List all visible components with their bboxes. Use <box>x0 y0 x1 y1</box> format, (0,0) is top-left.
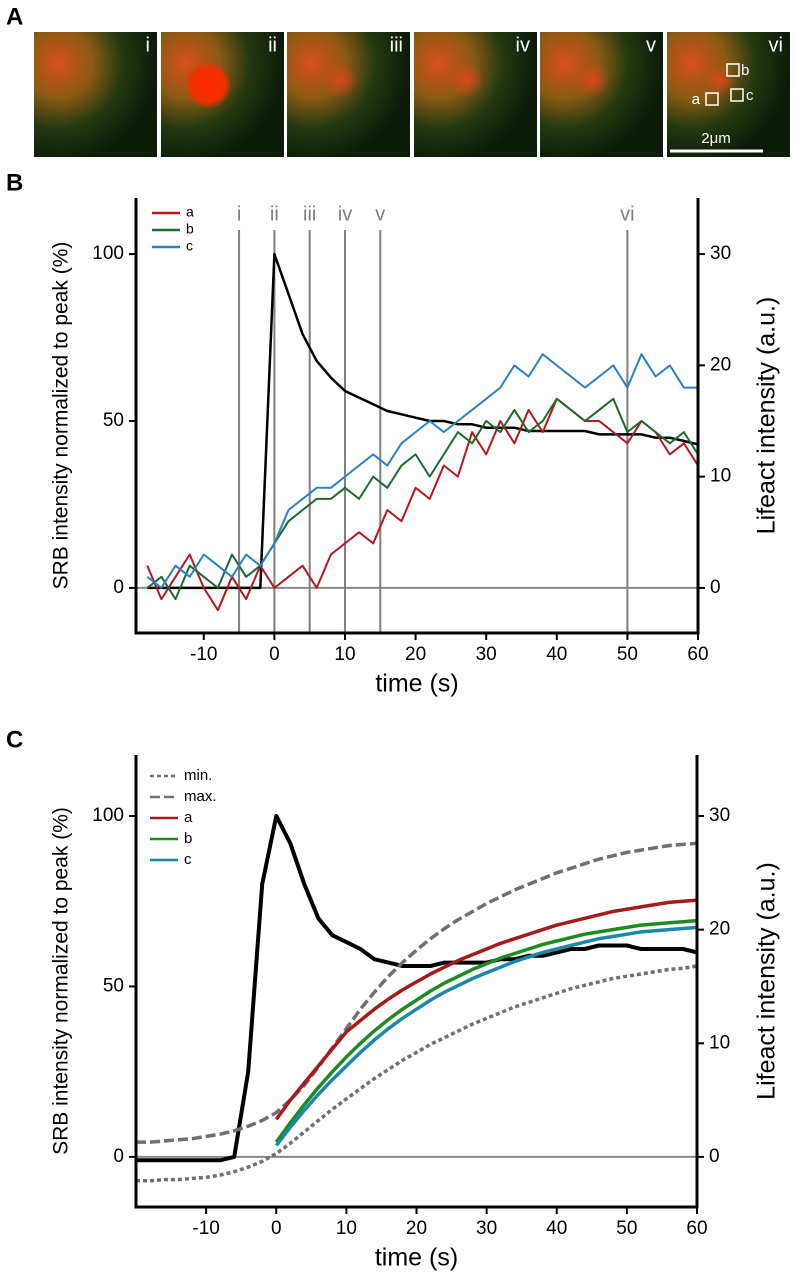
series-line <box>274 925 698 1147</box>
legend-label: min. <box>184 767 212 784</box>
marker-label: vi <box>620 203 634 225</box>
legend-label: c <box>186 238 193 254</box>
series-line <box>136 814 698 1163</box>
tile: iii <box>287 32 410 157</box>
marker-label: iii <box>303 203 316 225</box>
y-tick-label: 0 <box>113 1146 124 1167</box>
x-tick-label: 30 <box>476 1218 497 1239</box>
x-tick-label: -10 <box>192 1218 219 1239</box>
roi-box <box>705 92 719 106</box>
y2-tick-label: 10 <box>710 466 731 487</box>
roi-label: c <box>746 87 754 104</box>
series-line <box>136 841 698 1144</box>
y2-tick-label: 10 <box>709 1032 730 1053</box>
y2-axis-title: Lifeact intensity (a.u.) <box>753 862 781 1100</box>
tile-label: iii <box>390 34 403 56</box>
y2-tick-label: 20 <box>709 919 730 940</box>
y-tick-label: 50 <box>103 975 124 996</box>
series-line <box>274 918 698 1144</box>
x-tick-label: 50 <box>617 644 638 665</box>
marker-label: i <box>237 203 241 225</box>
marker-label: v <box>375 203 385 225</box>
series-line <box>147 252 699 590</box>
series-line <box>146 397 699 612</box>
x-tick-label: 60 <box>687 644 708 665</box>
y2-tick-label: 20 <box>710 354 731 375</box>
x-tick-label: 10 <box>334 644 355 665</box>
tile: v <box>540 32 663 157</box>
y2-tick-label: 30 <box>709 805 730 826</box>
legend-label: b <box>186 221 194 237</box>
tile-label: i <box>146 34 150 56</box>
y2-tick-label: 30 <box>710 243 731 264</box>
series-line <box>274 898 698 1121</box>
x-tick-label: 60 <box>686 1218 707 1239</box>
legend-label: b <box>184 830 192 847</box>
legend-label: c <box>184 851 192 868</box>
x-tick-label: 20 <box>405 644 426 665</box>
y-tick-label: 100 <box>92 243 124 264</box>
panel-letter: A <box>6 3 23 30</box>
series-line <box>136 964 698 1183</box>
tile: ii <box>161 32 284 157</box>
x-axis-title: time (s) <box>375 670 458 698</box>
y2-tick-label: 0 <box>709 1146 720 1167</box>
x-tick-label: -10 <box>190 644 217 665</box>
tile-label: iv <box>516 34 530 56</box>
roi-box <box>726 63 740 77</box>
tile-label: ii <box>268 34 277 56</box>
legend-label: max. <box>184 788 217 805</box>
tile: vi a b c 2μm <box>667 32 790 157</box>
tile-label: vi <box>769 34 783 56</box>
tile: i <box>34 32 157 157</box>
series-line <box>146 353 698 589</box>
x-tick-label: 40 <box>546 644 567 665</box>
y-tick-label: 50 <box>103 410 124 431</box>
marker-label: ii <box>270 203 279 225</box>
x-tick-label: 50 <box>616 1218 637 1239</box>
y2-tick-label: 0 <box>710 577 721 598</box>
tile: iv <box>414 32 537 157</box>
x-tick-label: 0 <box>269 644 280 665</box>
marker-label: iv <box>338 203 352 225</box>
scale-bar-label: 2μm <box>701 130 730 147</box>
panel-letter: B <box>6 169 23 196</box>
x-tick-label: 30 <box>476 644 497 665</box>
roi-label: a <box>692 91 701 108</box>
tile-label: v <box>646 34 656 56</box>
x-tick-label: 0 <box>271 1218 282 1239</box>
x-tick-label: 10 <box>336 1218 357 1239</box>
x-tick-label: 40 <box>546 1218 567 1239</box>
x-axis-title: time (s) <box>375 1244 458 1272</box>
panel-letter: C <box>6 726 23 753</box>
legend-label: a <box>184 809 193 826</box>
legend-label: a <box>186 204 194 220</box>
y-tick-label: 0 <box>113 577 124 598</box>
x-tick-label: 20 <box>406 1218 427 1239</box>
y2-axis-title: Lifeact intensity (a.u.) <box>753 297 781 535</box>
roi-box <box>730 88 744 102</box>
y-tick-label: 100 <box>92 805 124 826</box>
roi-label: b <box>741 62 749 79</box>
y-axis-title: SRB intensity normalized to peak (%) <box>50 807 73 1155</box>
series-line <box>146 397 699 601</box>
y-axis-title: SRB intensity normalized to peak (%) <box>50 242 73 590</box>
